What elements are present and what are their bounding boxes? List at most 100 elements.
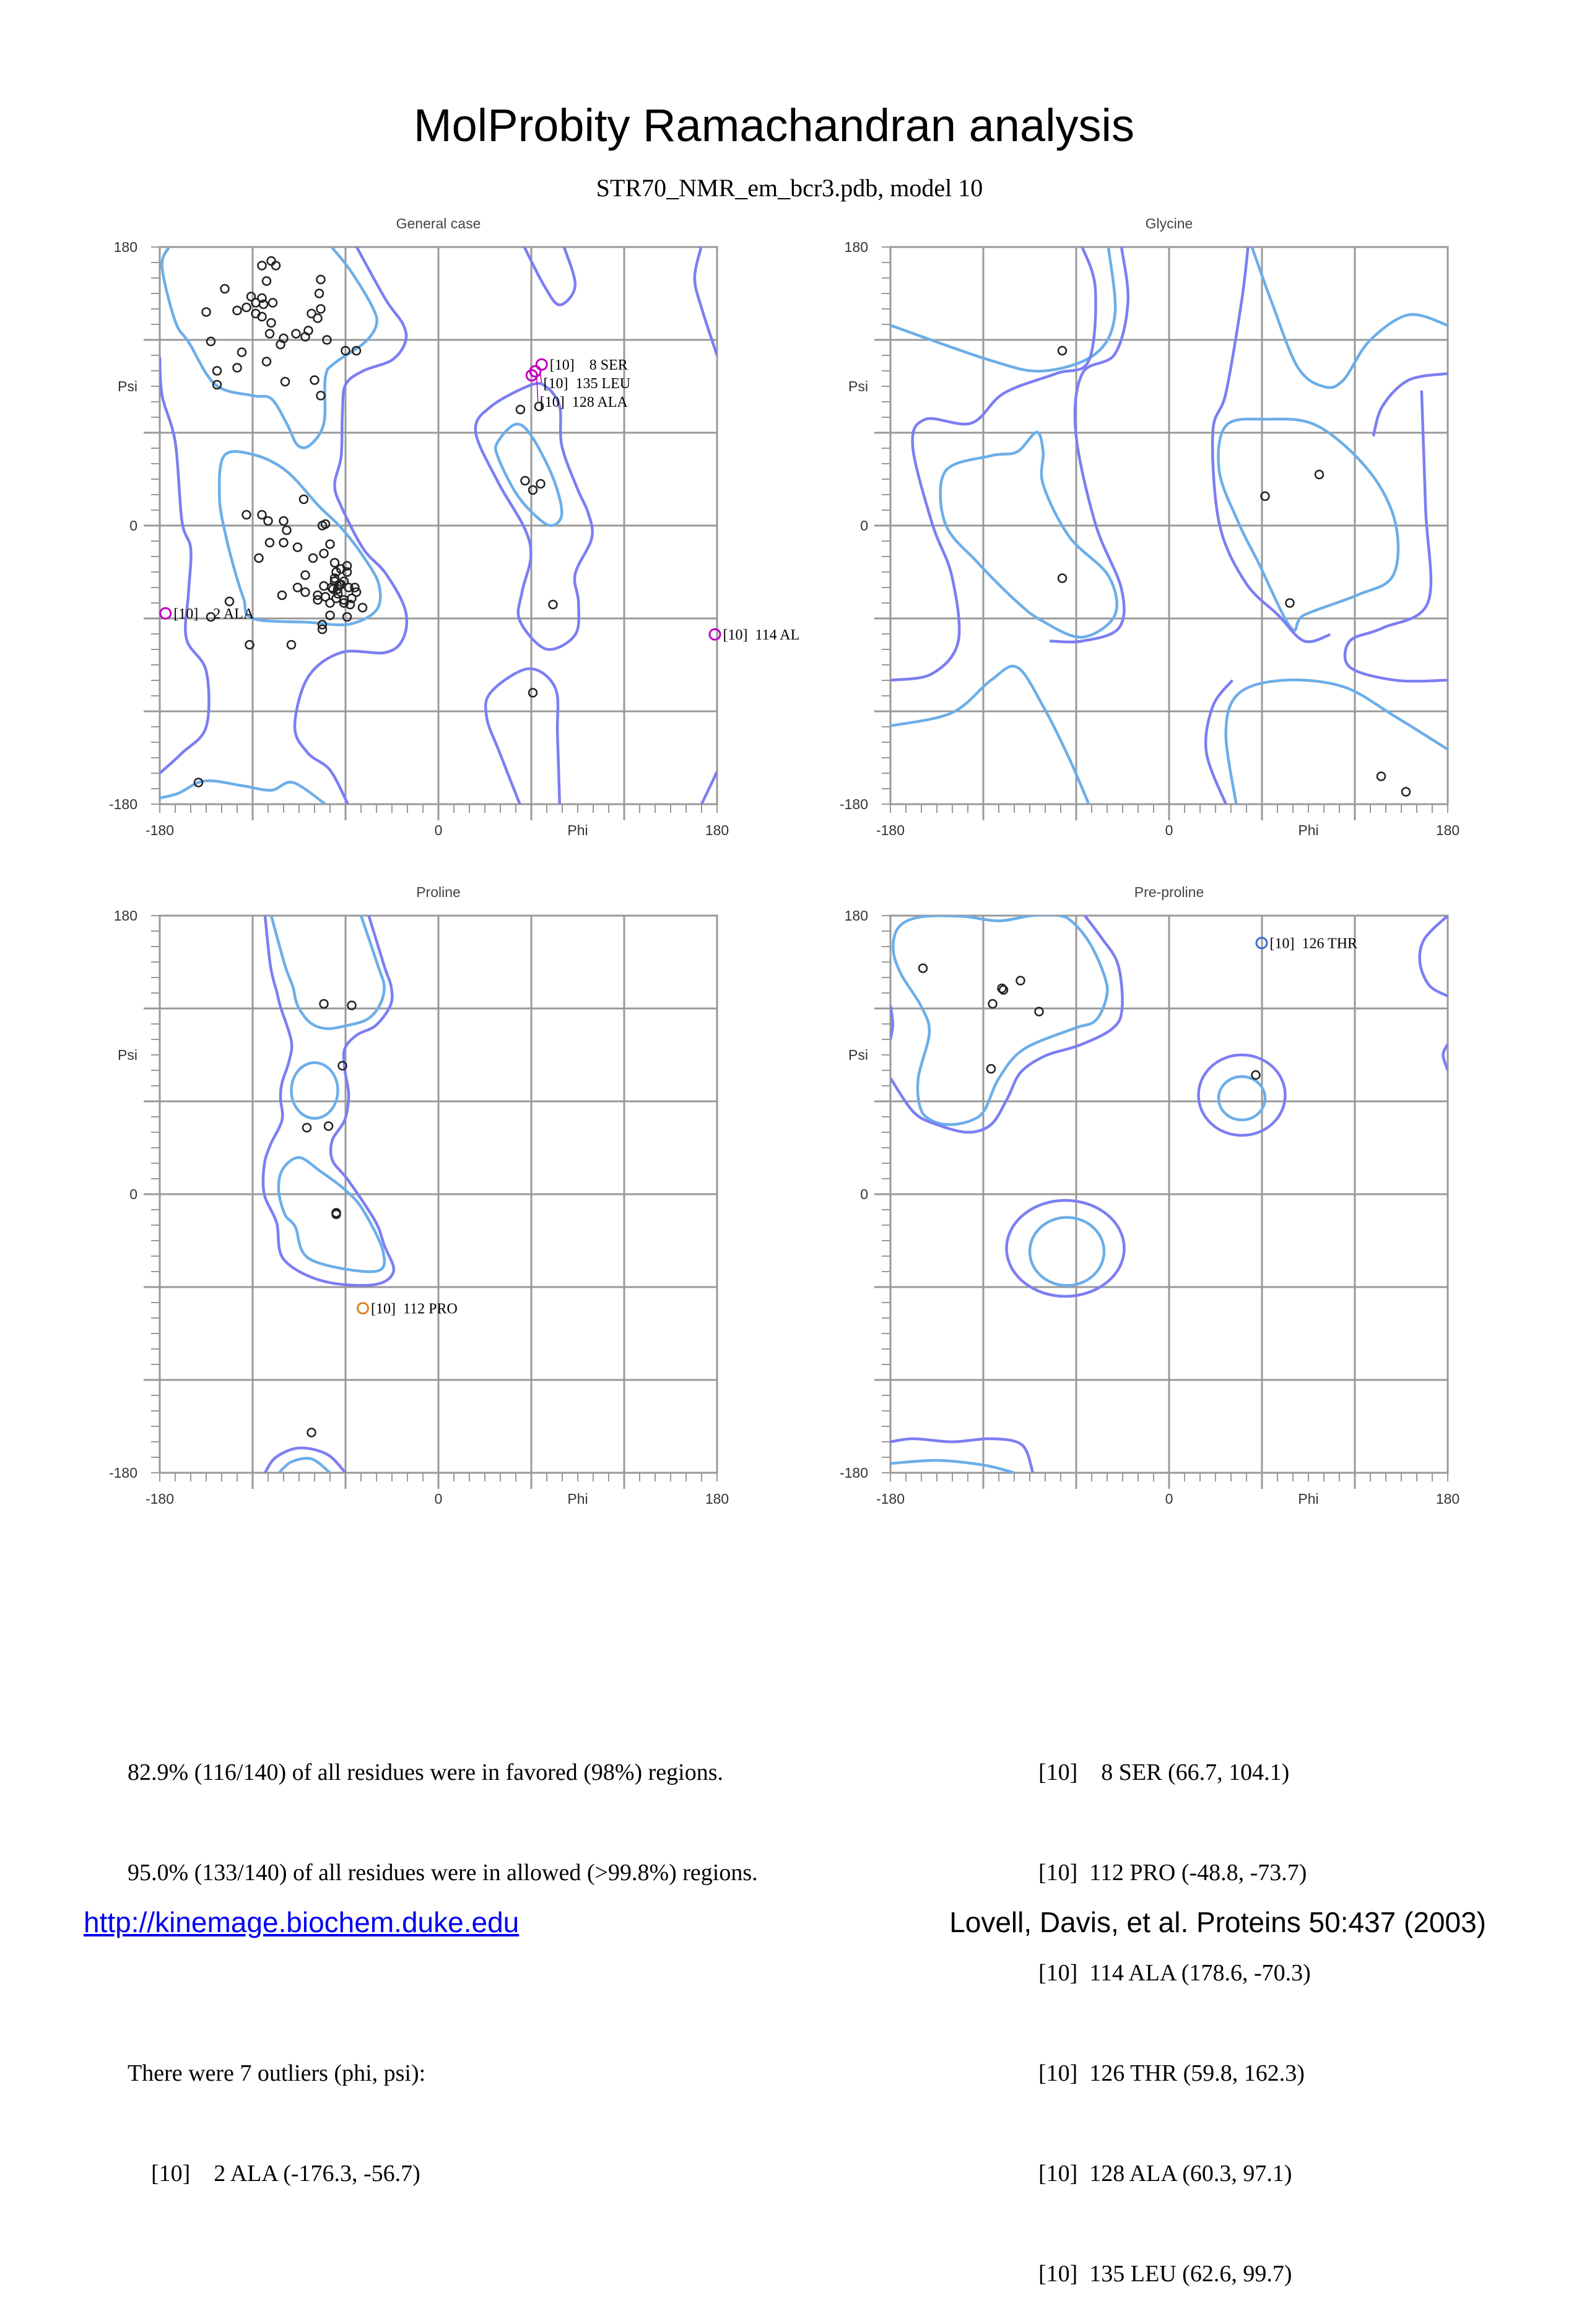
residue-point [520, 475, 530, 486]
residue-point [1057, 573, 1068, 583]
residue-point [322, 335, 332, 345]
kinemage-link[interactable]: http://kinemage.biochem.duke.edu [84, 1906, 520, 1938]
x-axis-label: Phi [567, 1491, 588, 1507]
plot-frame [159, 246, 718, 805]
residue-point [319, 999, 329, 1009]
y-tick-label: -180 [840, 796, 868, 812]
outlier-label: [10] 8 SER [550, 357, 628, 373]
y-tick-label: 180 [845, 239, 868, 255]
summary-left: 82.9% (116/140) of all residues were in … [128, 1689, 758, 2224]
outlier-point [357, 1302, 369, 1315]
residue-point [1285, 598, 1295, 608]
outlier-entry: [10] 135 LEU (62.6, 99.7) [1038, 2261, 1292, 2287]
residue-point [316, 304, 326, 314]
allowed-contour [261, 916, 396, 1287]
y-tick-label: 180 [845, 908, 868, 924]
residue-point [357, 602, 368, 613]
y-tick-label: -180 [109, 796, 137, 812]
x-axis-label: Phi [567, 822, 588, 838]
citation: Lovell, Davis, et al. Proteins 50:437 (2… [949, 1906, 1486, 1938]
residue-point [280, 376, 290, 387]
residue-point [268, 298, 278, 308]
residue-point [276, 339, 285, 350]
proline-plot: Proline 180 Psi 0 -180 -180 0 Phi 180 [10] 112 PR… [109, 884, 729, 1507]
residue-point [257, 509, 267, 520]
favored-contour [1028, 1216, 1106, 1287]
outlier-label: [10] 2 ALA [173, 606, 254, 622]
residue-point [277, 590, 287, 601]
residue-point [307, 1428, 316, 1437]
favored-contour [890, 247, 1117, 373]
residue-point [292, 583, 303, 592]
favored-contour [160, 779, 326, 804]
residue-point [286, 640, 297, 650]
residue-point [329, 558, 340, 568]
residue-point [986, 1064, 996, 1074]
outlier-header: There were 7 outliers (phi, psi): [128, 2060, 426, 2086]
plot-frame [889, 246, 1449, 805]
y-tick-label: 0 [129, 1186, 137, 1202]
x-tick-label: -180 [146, 822, 174, 838]
residue-point [351, 587, 362, 597]
residue-point [206, 336, 216, 347]
x-axis-label: Phi [1298, 822, 1318, 838]
residue-point [317, 624, 328, 635]
x-tick-label: 0 [435, 822, 443, 838]
residue-point [331, 1209, 341, 1220]
residue-point [212, 379, 222, 390]
y-tick-label: 0 [129, 518, 137, 534]
residue-point [341, 345, 350, 356]
allowed-contour [1418, 916, 1448, 998]
residue-point [323, 1121, 334, 1131]
residue-point [320, 519, 331, 529]
favored-contour [494, 422, 563, 527]
allowed-contour [1197, 1053, 1287, 1137]
y-axis-label: Psi [118, 1047, 137, 1063]
outlier-leader-line [536, 377, 539, 402]
residue-point [1314, 469, 1325, 480]
residue-point [316, 391, 326, 401]
y-axis-label: Psi [848, 378, 868, 394]
residue-point [325, 539, 335, 549]
residue-point [1057, 345, 1068, 356]
residue-point [342, 612, 352, 622]
plot-title: General case [396, 215, 481, 232]
residue-point [347, 593, 357, 604]
allowed-contour [890, 1005, 895, 1040]
residue-point [232, 305, 242, 316]
residue-point [337, 1060, 347, 1071]
residue-point [325, 598, 335, 608]
allowed-contour [264, 1446, 347, 1473]
outlier-label: [10] 112 PRO [371, 1301, 458, 1317]
y-axis-label: Psi [848, 1047, 868, 1063]
favored-contour [939, 431, 1118, 639]
x-tick-label: -180 [876, 822, 905, 838]
residue-point [528, 485, 538, 495]
outlier-label: [10] 135 LEU [544, 376, 631, 392]
allowed-contour [890, 247, 1097, 682]
favored-contour [1217, 417, 1400, 632]
residue-point [212, 366, 222, 376]
favored-contour [1217, 1075, 1267, 1122]
residue-point [254, 553, 264, 563]
summary-right: [10] 8 SER (66.7, 104.1) [10] 112 PRO (-… [1038, 1689, 1311, 2324]
allowed-contour [1204, 679, 1234, 804]
allowed-contour [1211, 247, 1331, 643]
residue-point [307, 308, 316, 319]
residue-point [1401, 787, 1411, 797]
outlier-entry: [10] 114 ALA (178.6, -70.3) [1038, 1960, 1311, 1986]
residue-point [266, 318, 276, 328]
favored-contour [890, 664, 1090, 804]
y-tick-label: -180 [109, 1465, 137, 1481]
plot-title: Proline [416, 884, 461, 900]
residue-point [319, 581, 329, 591]
outlier-entry: [10] 8 SER (66.7, 104.1) [1038, 1759, 1290, 1785]
residue-point [303, 326, 313, 336]
outlier-label: [10] 128 ALA [540, 394, 629, 410]
residue-point [245, 640, 254, 650]
residue-point [263, 516, 273, 526]
residue-point [279, 516, 289, 526]
residue-point [193, 778, 204, 787]
allowed-contour [890, 916, 1124, 1134]
residue-point [241, 509, 251, 520]
